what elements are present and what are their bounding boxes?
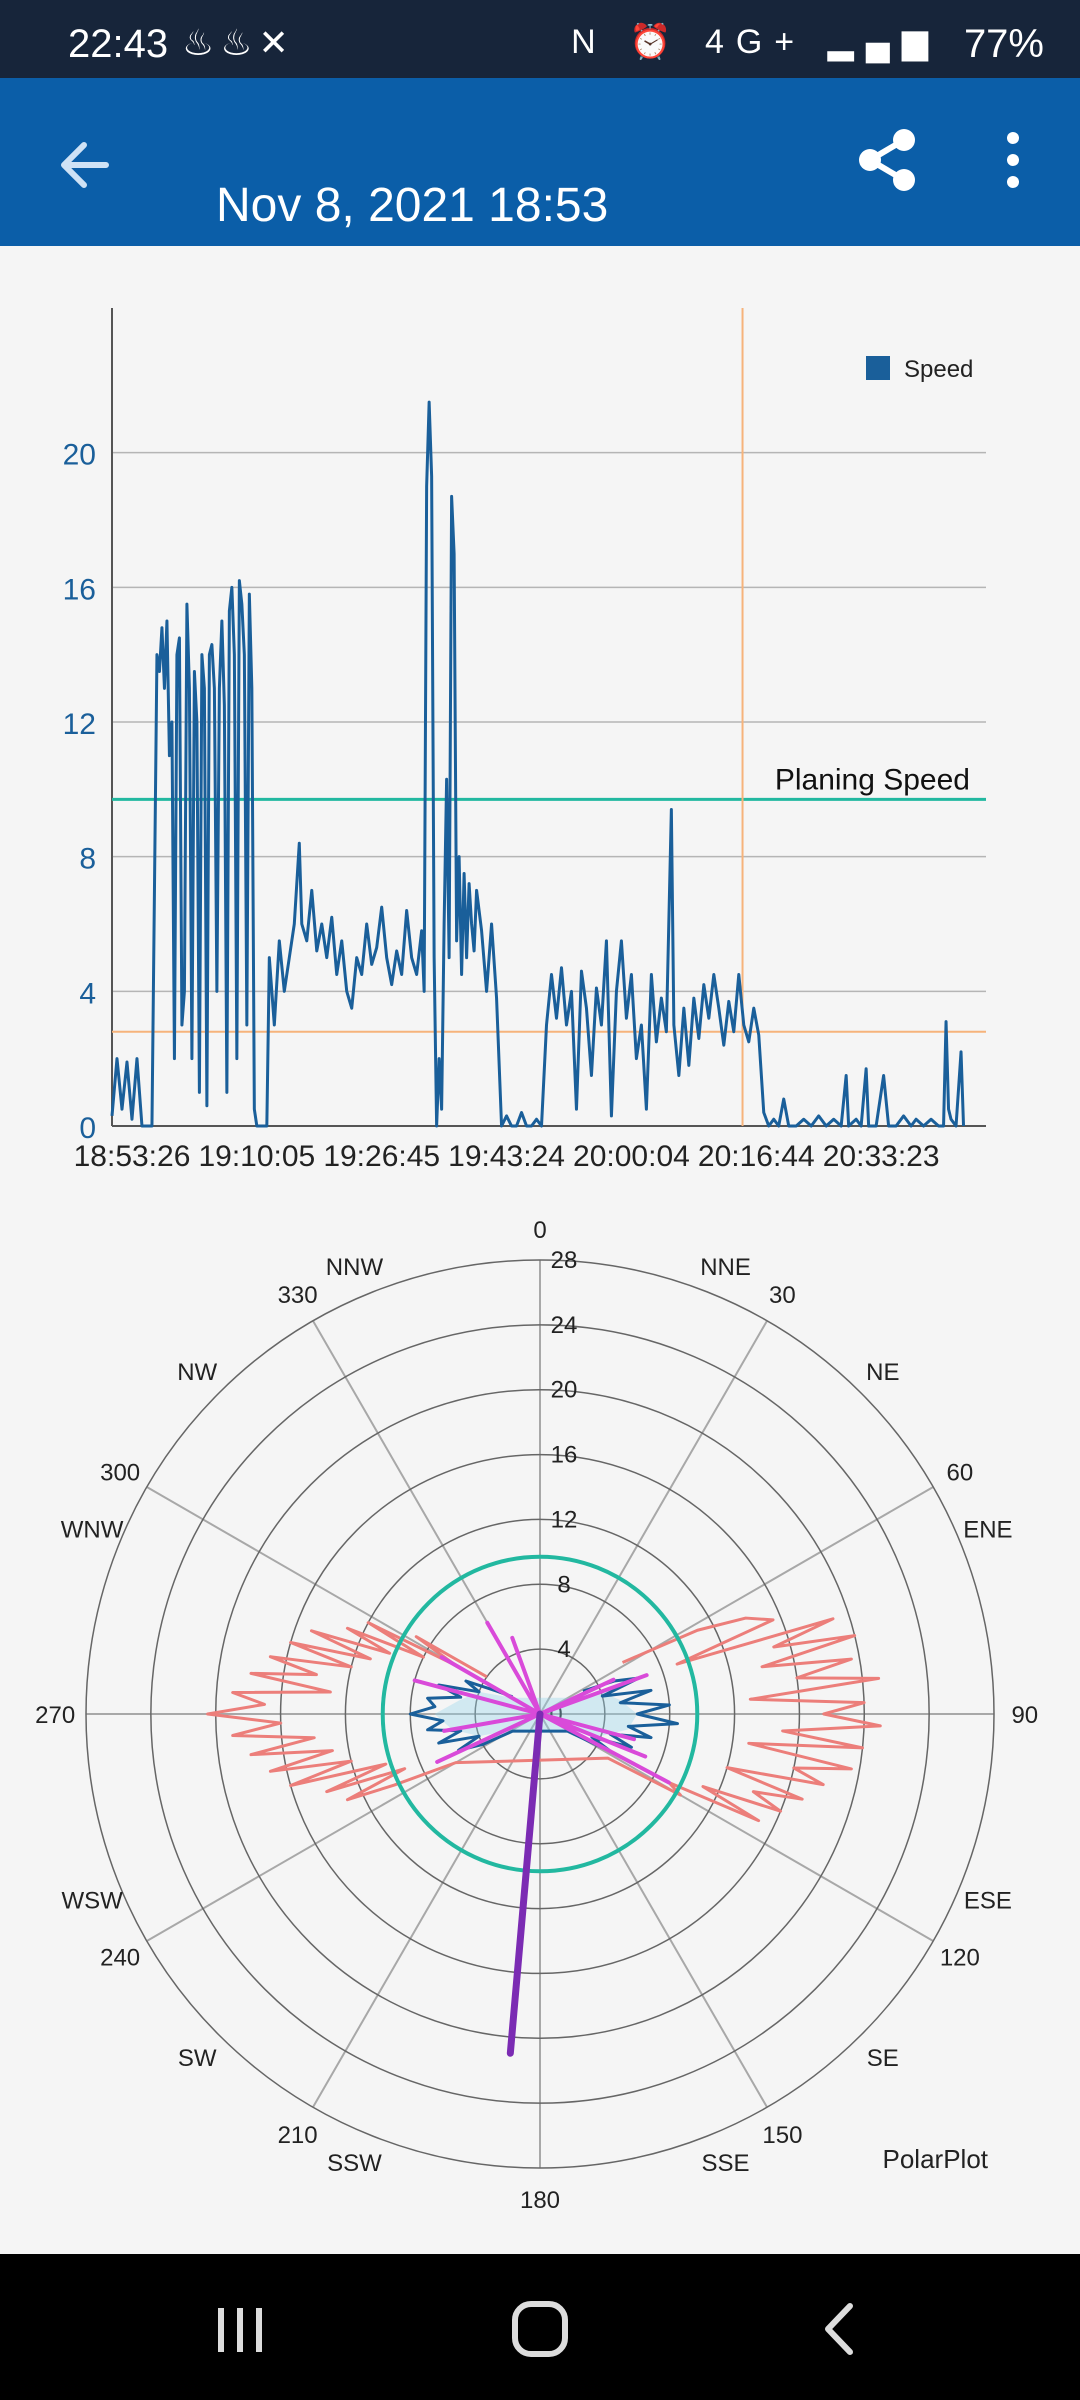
angle-label: 300: [100, 1460, 140, 1487]
legend-label: Speed: [904, 356, 973, 383]
app-bar: Nov 8, 2021 18:53: [0, 78, 1080, 246]
more-vert-icon: [1007, 132, 1019, 188]
angle-label: 270: [35, 1702, 75, 1729]
angle-label: ENE: [963, 1516, 1012, 1543]
angle-label: SSW: [327, 2150, 382, 2177]
angle-label: 90: [1011, 1702, 1038, 1729]
system-back-button[interactable]: [800, 2294, 880, 2364]
angle-label: 0: [533, 1220, 546, 1244]
polar-ring: [150, 1324, 930, 2104]
wind-vector-line: [506, 1710, 544, 2057]
angle-label: SE: [867, 2045, 899, 2072]
angle-label: ESE: [964, 1888, 1012, 1915]
polar-spoke: [146, 1713, 541, 1942]
radial-tick-label: 28: [551, 1247, 578, 1274]
x-tick-label: 19:26:45: [323, 1140, 440, 1173]
y-tick-label: 20: [63, 439, 96, 472]
speed-chart-container: 0 4 8 12 16 20 18:53:26 19:10:05 19:26:45 19:43:2…: [0, 246, 1080, 1252]
speed-series-line: [110, 400, 966, 1128]
polar-spoke: [539, 1486, 934, 1715]
angle-label: NW: [177, 1359, 217, 1386]
navigation-bar: [0, 2254, 1080, 2400]
radial-tick-label: 12: [551, 1506, 578, 1533]
signal-icons: N ⏰ 4G+ ▂▄▆: [571, 23, 940, 61]
polar-ring: [279, 1453, 801, 1975]
share-icon: [859, 129, 915, 191]
x-tick-label: 20:33:23: [823, 1140, 940, 1173]
x-tick-label: 18:53:26: [74, 1140, 191, 1173]
x-tick-label: 19:43:24: [448, 1140, 565, 1173]
x-tick-label: 20:16:44: [698, 1140, 815, 1173]
angle-label: 120: [940, 1944, 980, 1971]
share-button[interactable]: [852, 124, 924, 196]
angle-label: 330: [278, 1282, 318, 1309]
polar-series-salmon: [206, 1616, 882, 1823]
angle-label: 60: [947, 1460, 974, 1487]
back-button[interactable]: [50, 130, 120, 200]
status-time: 22:43: [68, 22, 169, 66]
radial-tick-label: 8: [557, 1571, 570, 1598]
x-tick-label: 19:10:05: [198, 1140, 315, 1173]
polar-ring: [344, 1518, 736, 1910]
angle-label: NNW: [326, 1254, 384, 1281]
angle-label: 180: [520, 2187, 560, 2214]
status-bar: 22:43 ♨♨✕ N ⏰ 4G+ ▂▄▆ 77%: [0, 0, 1080, 78]
polar-ring: [85, 1259, 995, 2169]
polar-spoke: [539, 1713, 934, 1942]
nav-back-icon: [825, 2303, 853, 2355]
polar-spoke: [312, 1713, 541, 2108]
polar-series-magenta: [412, 1620, 671, 1785]
polar-spoke: [539, 1713, 768, 2108]
notification-icons: ♨♨✕: [182, 22, 295, 63]
legend-swatch: [866, 356, 890, 380]
angle-label: 30: [769, 1282, 796, 1309]
recents-icon: [218, 2308, 262, 2352]
polar-series-blue: [408, 1676, 679, 1754]
polar-plot-container: 0 4 8 12 16 20 24 28 0 NNE 30 NE 60 ENE 90 ESE 120 SE 150 S…: [0, 1217, 1080, 2250]
y-tick-label: 16: [63, 573, 96, 606]
page-title: Nov 8, 2021 18:53: [216, 179, 609, 232]
speed-chart[interactable]: 0 4 8 12 16 20 18:53:26 19:10:05 19:26:45 19:43:2…: [0, 246, 1080, 1252]
arrow-back-icon: [61, 142, 109, 188]
angle-label: 240: [100, 1944, 140, 1971]
recents-button[interactable]: [200, 2294, 280, 2364]
planing-speed-circle: [380, 1554, 700, 1874]
y-tick-label: 12: [63, 708, 96, 741]
polar-ring: [474, 1648, 606, 1780]
angle-label: 150: [762, 2122, 802, 2149]
angle-label: 210: [278, 2122, 318, 2149]
polar-plot[interactable]: 04812162024280NNE30NE60ENE90ESE120SE150S…: [0, 1217, 1080, 2250]
angle-label: SSE: [702, 2150, 750, 2177]
polar-spoke: [539, 1320, 768, 1715]
home-icon: [512, 2301, 568, 2357]
home-button[interactable]: [500, 2294, 580, 2364]
angle-label: NNE: [700, 1254, 751, 1281]
x-tick-label: 20:00:04: [573, 1140, 690, 1173]
radial-tick-label: 4: [557, 1636, 570, 1663]
angle-label: NE: [866, 1359, 899, 1386]
radial-tick-label: 24: [551, 1312, 578, 1339]
angle-label: WNW: [61, 1516, 124, 1543]
angle-label: SW: [178, 2045, 217, 2072]
reference-line-label: Planing Speed: [775, 763, 970, 796]
battery-level: 77%: [963, 22, 1044, 66]
y-tick-label: 0: [79, 1112, 96, 1145]
y-tick-label: 8: [79, 843, 96, 876]
angle-label: WSW: [61, 1888, 123, 1915]
radial-tick-label: 20: [551, 1377, 578, 1404]
y-tick-label: 4: [79, 977, 96, 1010]
polar-plot-caption: PolarPlot: [883, 2144, 989, 2174]
more-options-button[interactable]: [990, 124, 1036, 196]
radial-tick-label: 16: [551, 1442, 578, 1469]
